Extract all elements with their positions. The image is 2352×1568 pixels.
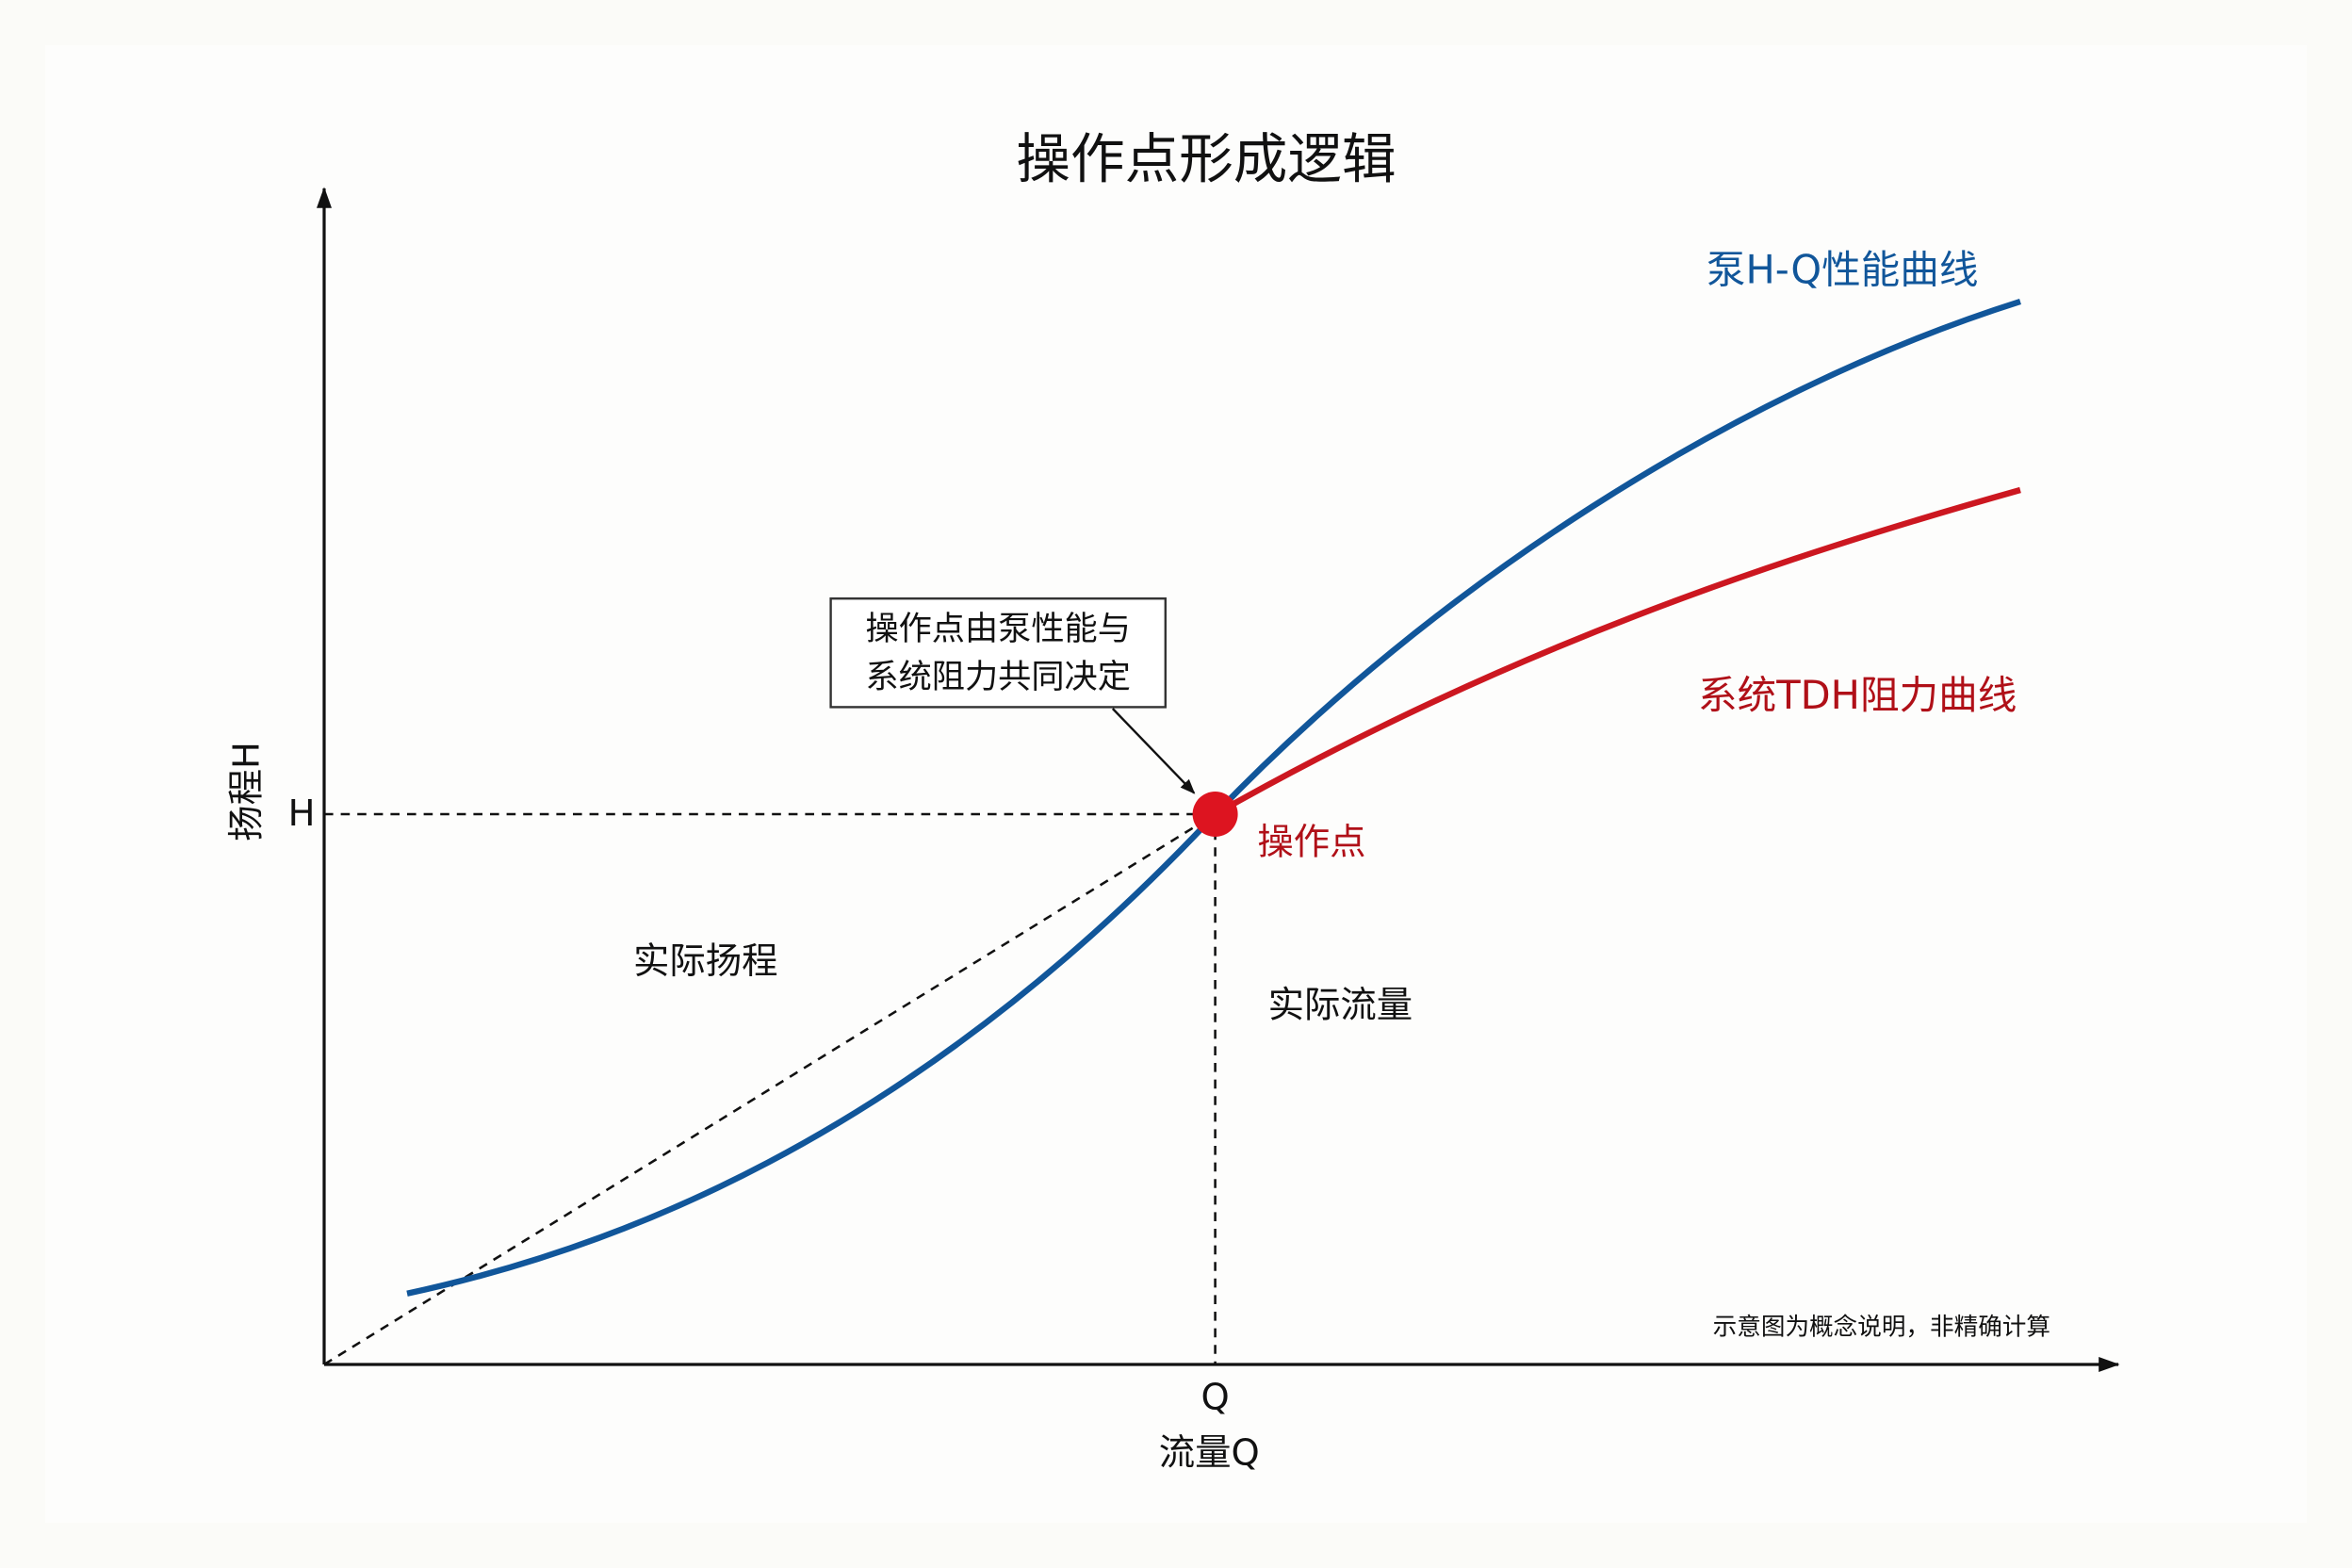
operating-point	[1192, 792, 1238, 837]
pump-curve-label: 泵H-Q性能曲线	[1707, 247, 1979, 293]
callout-arrow	[1111, 708, 1196, 794]
system-curve	[1214, 486, 2021, 817]
x-axis-label: 流量Q	[1159, 1432, 1260, 1475]
head-region-label: 实际扬程	[633, 940, 778, 983]
y-tick-label: H	[288, 792, 316, 835]
system-curve-label: 系统TDH阻力曲线	[1698, 672, 2017, 718]
title: 操作点形成逻辑	[1016, 127, 1396, 190]
x-tick-label: Q	[1200, 1376, 1229, 1418]
flow-region-label: 实际流量	[1268, 984, 1413, 1026]
note: 示意图为概念说明，非精确计算	[1713, 1314, 2050, 1342]
y-axis-label: 扬程H	[226, 742, 269, 841]
callout-text: 系统阻力共同决定	[865, 658, 1131, 696]
operating-point-label: 操作点	[1257, 822, 1365, 864]
callout-text: 操作点由泵性能与	[865, 610, 1131, 648]
callout-box	[829, 597, 1167, 709]
panel	[45, 45, 2307, 1523]
diagonal-guide	[323, 812, 1217, 1366]
